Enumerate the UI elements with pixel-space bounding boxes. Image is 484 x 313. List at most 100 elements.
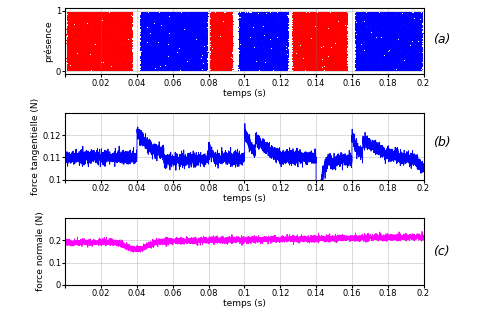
Point bbox=[259, 16, 267, 21]
Point bbox=[412, 59, 420, 64]
Point bbox=[359, 56, 367, 61]
Point bbox=[393, 16, 400, 21]
Point bbox=[308, 28, 316, 33]
Point bbox=[114, 46, 121, 51]
Point bbox=[167, 41, 175, 46]
Point bbox=[363, 56, 370, 61]
Point bbox=[164, 47, 172, 52]
Point bbox=[118, 10, 126, 15]
Point bbox=[218, 60, 226, 65]
Point bbox=[191, 44, 199, 49]
Point bbox=[374, 19, 381, 24]
Point bbox=[275, 49, 283, 54]
Point bbox=[325, 63, 333, 68]
Point bbox=[329, 58, 336, 63]
Point bbox=[378, 62, 385, 67]
Point bbox=[222, 35, 230, 40]
Point bbox=[250, 51, 258, 56]
Point bbox=[138, 48, 146, 53]
Point bbox=[82, 40, 90, 45]
Point bbox=[173, 15, 181, 20]
Point bbox=[91, 17, 98, 22]
Point bbox=[389, 49, 396, 54]
Point bbox=[248, 39, 256, 44]
Point bbox=[238, 59, 246, 64]
Point bbox=[262, 16, 270, 21]
Point bbox=[259, 62, 267, 67]
Point bbox=[292, 34, 300, 39]
Point bbox=[120, 32, 127, 37]
Point bbox=[389, 60, 397, 65]
Point bbox=[364, 59, 372, 64]
Point bbox=[410, 41, 418, 46]
Point bbox=[383, 28, 391, 33]
Point bbox=[338, 62, 346, 67]
Point bbox=[212, 14, 219, 19]
Point bbox=[377, 43, 384, 48]
Point bbox=[190, 14, 198, 19]
Point bbox=[216, 27, 224, 32]
Point bbox=[140, 64, 148, 69]
Point bbox=[189, 49, 197, 54]
Point bbox=[71, 66, 79, 71]
Point bbox=[119, 21, 126, 26]
Point bbox=[255, 51, 262, 56]
Point bbox=[275, 11, 283, 16]
Point bbox=[197, 65, 205, 70]
Point bbox=[256, 14, 263, 19]
Point bbox=[197, 32, 205, 37]
Point bbox=[307, 38, 315, 43]
Point bbox=[318, 34, 326, 39]
Point bbox=[260, 20, 268, 25]
Point bbox=[223, 31, 230, 36]
Point bbox=[387, 24, 395, 29]
Point bbox=[417, 19, 424, 24]
Point bbox=[193, 54, 201, 59]
Point bbox=[80, 38, 88, 43]
Point bbox=[405, 19, 412, 24]
Point bbox=[371, 35, 379, 40]
Point bbox=[360, 25, 367, 30]
Point bbox=[363, 28, 371, 33]
Point bbox=[316, 54, 324, 59]
Point bbox=[333, 68, 341, 73]
Point bbox=[148, 10, 156, 15]
Point bbox=[197, 29, 205, 34]
Point bbox=[137, 48, 145, 53]
Point bbox=[196, 59, 204, 64]
Point bbox=[386, 36, 394, 41]
Point bbox=[248, 59, 256, 64]
Point bbox=[264, 32, 272, 37]
Point bbox=[144, 45, 151, 50]
Point bbox=[207, 61, 215, 66]
Point bbox=[309, 12, 317, 17]
Point bbox=[323, 35, 331, 40]
Point bbox=[126, 10, 134, 15]
Point bbox=[139, 46, 147, 51]
Point bbox=[126, 59, 134, 64]
Point bbox=[192, 40, 199, 45]
Point bbox=[311, 61, 318, 66]
Point bbox=[270, 13, 278, 18]
Point bbox=[390, 64, 398, 69]
Point bbox=[298, 30, 305, 35]
Point bbox=[237, 38, 245, 43]
Point bbox=[185, 60, 193, 65]
Point bbox=[165, 45, 173, 50]
Point bbox=[204, 16, 212, 21]
Point bbox=[355, 16, 363, 21]
Point bbox=[140, 14, 148, 19]
Point bbox=[216, 40, 224, 45]
Point bbox=[306, 16, 314, 21]
Point bbox=[79, 32, 87, 37]
Point bbox=[98, 45, 106, 50]
Point bbox=[240, 51, 248, 56]
Point bbox=[126, 47, 134, 52]
Point bbox=[221, 10, 229, 15]
Point bbox=[271, 20, 279, 25]
Point bbox=[240, 43, 248, 48]
Point bbox=[328, 18, 336, 23]
Point bbox=[145, 23, 153, 28]
Point bbox=[80, 53, 88, 58]
Point bbox=[143, 21, 151, 26]
